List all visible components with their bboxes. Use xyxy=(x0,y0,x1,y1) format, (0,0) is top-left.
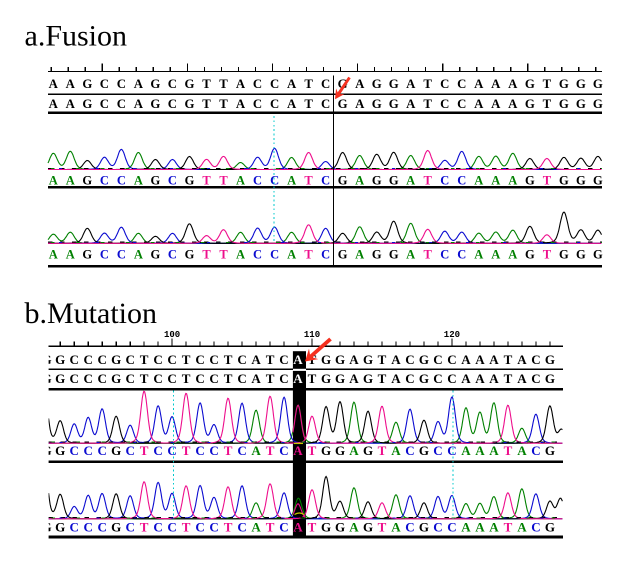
svg-text:AAGCCAGCGTTACCATCGAGGATCCAAAGT: AAGCCAGCGTTACCATCGAGGATCCAAAGTGGG xyxy=(49,77,603,91)
svg-text:A: A xyxy=(293,520,303,535)
svg-text:b.Mutation: b.Mutation xyxy=(25,297,158,330)
svg-text:AAGCCAGCGTTACCATCGAGGATCCAAAGT: AAGCCAGCGTTACCATCGAGGATCCAAAGTGGG xyxy=(49,97,603,111)
svg-text:110: 110 xyxy=(304,330,320,340)
svg-text:A: A xyxy=(293,352,303,367)
svg-text:120: 120 xyxy=(444,330,460,340)
svg-text:A: A xyxy=(293,443,303,458)
svg-text:100: 100 xyxy=(164,330,180,340)
svg-text:G: G xyxy=(41,443,51,458)
svg-text:a.Fusion: a.Fusion xyxy=(25,20,128,53)
svg-text:A: A xyxy=(293,371,303,386)
svg-text:G: G xyxy=(41,520,51,535)
